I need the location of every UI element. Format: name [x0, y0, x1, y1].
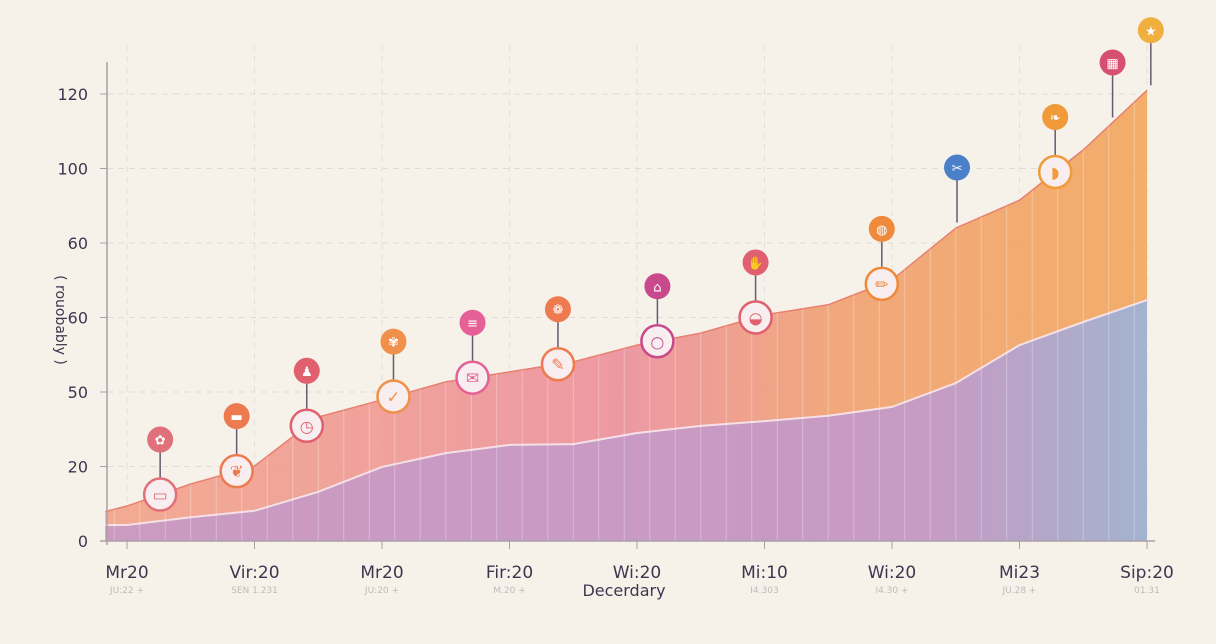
y-tick-label: 60 — [68, 234, 88, 253]
flower-icon: ✾ — [388, 336, 399, 351]
x-tick-sublabel: JU:20 + — [364, 586, 399, 596]
x-axis-title: Decerdary — [582, 581, 665, 600]
y-tick-label: 100 — [57, 160, 88, 179]
marker-badge — [544, 296, 571, 323]
x-tick-sublabel: SEN 1.231 — [231, 586, 278, 596]
y-tick-label: 20 — [68, 458, 88, 477]
hand-icon: ✋ — [747, 255, 763, 271]
y-tick-label: 50 — [68, 383, 88, 402]
x-tick-sublabel: JU:22 + — [109, 586, 144, 596]
data-marker: ◷♟ — [289, 357, 325, 444]
marker-badge — [1137, 17, 1164, 44]
brain-icon: ❁ — [552, 303, 563, 318]
scissors-icon: ✂ — [952, 162, 963, 177]
data-marker: ✎❁ — [540, 296, 576, 382]
marker-circle — [738, 300, 773, 335]
gift-icon: ✿ — [155, 434, 166, 449]
truck-icon: ▬ — [231, 410, 243, 425]
marker-badge — [380, 328, 407, 355]
tag-icon: ⌂ — [653, 280, 661, 295]
envelope-icon: ✉ — [466, 369, 479, 388]
data-marker: ◒✋ — [738, 249, 773, 335]
marker-circle — [455, 360, 490, 395]
marker-badge — [223, 403, 250, 430]
marker-circle — [864, 266, 900, 302]
x-tick-label: Mi23 — [999, 563, 1040, 583]
data-marker: ◗❧ — [1037, 104, 1073, 190]
marker-badge — [742, 249, 769, 276]
data-marker: ✂ — [944, 154, 971, 223]
x-tick-sublabel: I4.30 + — [875, 586, 908, 596]
y-tick-label: 0 — [78, 532, 88, 551]
marker-circle — [376, 379, 411, 414]
marker-badge — [944, 154, 971, 181]
marker-badge — [1042, 104, 1069, 131]
circle-icon: ○ — [650, 332, 664, 351]
marker-badge — [868, 215, 895, 242]
x-tick-label: Mr20 — [360, 563, 403, 583]
clock-icon: ◷ — [300, 417, 314, 436]
trophy-icon: ★ — [1145, 24, 1157, 39]
data-marker: ▭✿ — [142, 426, 178, 512]
globe-icon: ◍ — [876, 223, 887, 238]
x-tick-sublabel: M.20 + — [493, 586, 525, 596]
y-tick-label: 120 — [57, 85, 88, 104]
stack-icon: ≡ — [467, 317, 478, 332]
y-tick-label: 60 — [68, 309, 88, 328]
x-tick-sublabel: 01.31 — [1134, 586, 1160, 596]
x-tick-label: Fir:20 — [486, 563, 533, 583]
marker-circle — [142, 477, 178, 512]
vertical-stripes — [113, 102, 1135, 541]
data-marker: ✉≡ — [455, 309, 490, 395]
x-tick-label: Sip:20 — [1120, 563, 1174, 583]
leaf-icon: ❦ — [230, 462, 243, 481]
pencil-icon: ✏ — [875, 275, 889, 294]
x-tick-label: Wi:20 — [868, 563, 917, 583]
y-axis-title: ( rouobably ) — [52, 275, 68, 365]
x-tick-sublabel: I4.303 — [750, 586, 778, 596]
plant-icon: ❧ — [1050, 111, 1061, 126]
data-marker: ✏◍ — [864, 215, 900, 302]
lower-series-line — [105, 299, 1148, 526]
x-tick-label: Mr20 — [105, 563, 148, 583]
store-icon: ▦ — [1106, 56, 1118, 71]
data-marker: ★ — [1137, 17, 1164, 86]
x-tick-sublabel: JU.28 + — [1002, 586, 1037, 596]
marker-badge — [1099, 49, 1126, 76]
marker-badge — [147, 426, 174, 453]
data-marker: ❦▬ — [219, 403, 254, 489]
pen-icon: ✎ — [551, 355, 564, 374]
briefcase-icon: ▭ — [153, 486, 168, 505]
data-marker: ✓✾ — [376, 328, 411, 414]
marker-circle — [219, 453, 254, 489]
data-marker: ○⌂ — [640, 273, 675, 359]
marker-circle — [640, 324, 675, 359]
x-tick-label: Wi:20 — [613, 563, 662, 583]
marker-circle — [289, 408, 325, 444]
marker-badge — [459, 309, 486, 336]
lower-series-area — [105, 300, 1147, 541]
check-icon: ✓ — [387, 388, 400, 407]
markers: ▭✿❦▬ ◷♟✓✾✉≡✎❁○⌂◒✋✏◍✂ ◗❧▦★ — [142, 17, 1164, 512]
areas — [105, 89, 1148, 542]
marker-circle — [540, 346, 576, 382]
x-tick-label: Mi:10 — [741, 563, 788, 583]
marker-badge — [293, 357, 320, 384]
data-marker: ▦ — [1099, 49, 1126, 118]
marker-circle — [1037, 154, 1073, 190]
bird-icon: ◗ — [1051, 163, 1059, 182]
bag-icon: ◒ — [749, 308, 763, 327]
x-tick-label: Vir:20 — [229, 563, 279, 583]
marker-badge — [644, 273, 671, 300]
axes: 0 20 50 60 60 100 120 Mr20 JU:22 + Vir:20 SEN 1.23… — [57, 62, 1174, 596]
user-icon: ♟ — [301, 365, 313, 380]
